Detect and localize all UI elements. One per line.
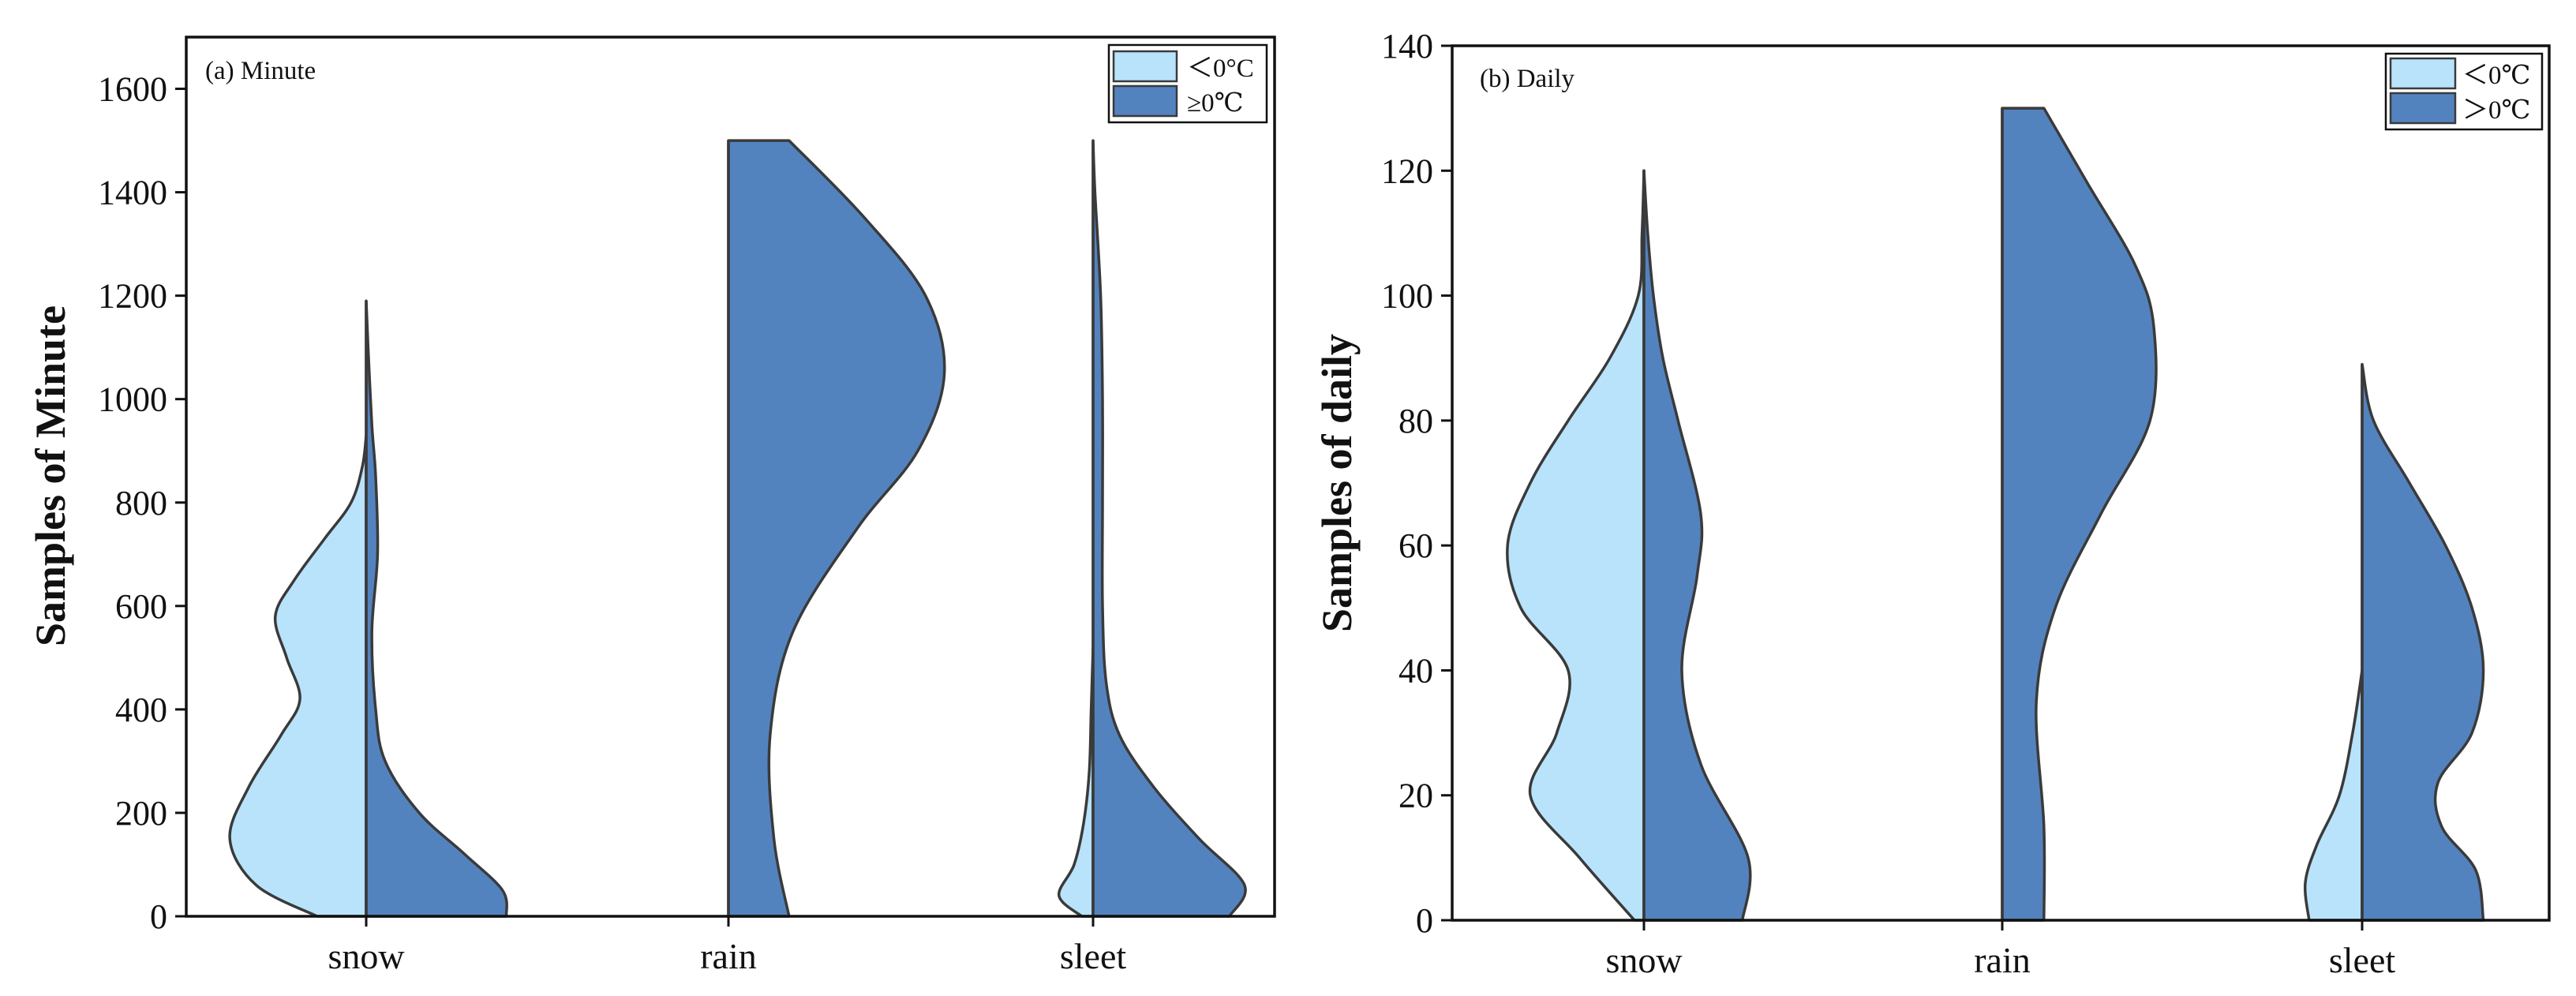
y-tick-label: 120 bbox=[1381, 152, 1433, 190]
violin-rain-above-zero-daily bbox=[2001, 107, 2158, 922]
x-tick-label-sleet: sleet bbox=[1060, 936, 1127, 976]
y-tick-label: 100 bbox=[1381, 277, 1433, 316]
panel-label-daily: (b) Daily bbox=[1480, 65, 1575, 93]
violin-sleet-above-zero-daily bbox=[2361, 362, 2485, 922]
y-tick-label: 200 bbox=[115, 794, 167, 833]
legend-swatch-above-zero-daily bbox=[2389, 92, 2457, 125]
violin-sleet-below-zero-minute bbox=[1058, 646, 1095, 918]
y-ticks-daily: 0 20 40 60 80 100 120 140 bbox=[1381, 27, 1452, 940]
x-tick-label-rain: rain bbox=[1974, 940, 2031, 980]
legend-label-below-zero-minute: ＜0°C bbox=[1187, 54, 1254, 83]
legend-swatch-below-zero-minute bbox=[1112, 50, 1178, 83]
violin-rain-above-zero-minute bbox=[727, 139, 946, 918]
violin-snow-below-zero-minute bbox=[228, 433, 368, 918]
violin-snow-above-zero-daily bbox=[1642, 169, 1752, 922]
y-tick-label: 400 bbox=[115, 691, 167, 729]
panel-minute: 0 200 400 600 800 1000 1200 1400 1600 snow rain sl… bbox=[27, 36, 1276, 976]
x-tick-label-snow: snow bbox=[328, 936, 405, 976]
legend-label-above-zero-daily: ＞0℃ bbox=[2462, 96, 2530, 125]
violin-snow-above-zero-minute bbox=[365, 299, 508, 918]
y-tick-label: 1000 bbox=[98, 380, 167, 419]
y-axis-title-daily: Samples of daily bbox=[1313, 334, 1361, 632]
violins-minute bbox=[228, 139, 1247, 918]
panel-daily: 0 20 40 60 80 100 120 140 snow rain sleet (b) Dai… bbox=[1313, 27, 2551, 980]
x-ticks-daily: snow rain sleet bbox=[1605, 920, 2395, 980]
panel-label-minute: (a) Minute bbox=[205, 57, 316, 85]
violin-sleet-above-zero-minute bbox=[1091, 139, 1247, 918]
violin-sleet-below-zero-daily bbox=[2303, 668, 2364, 922]
y-tick-label: 0 bbox=[150, 897, 167, 936]
x-tick-label-sleet: sleet bbox=[2329, 940, 2396, 980]
legend-minute: ＜0°C ≥0℃ bbox=[1107, 43, 1268, 124]
legend-label-above-zero-minute: ≥0℃ bbox=[1187, 89, 1244, 118]
plot-frame-daily bbox=[1451, 44, 2551, 922]
y-tick-label: 40 bbox=[1398, 651, 1433, 690]
violin-snow-below-zero-daily bbox=[1506, 169, 1646, 922]
y-tick-label: 20 bbox=[1398, 777, 1433, 815]
legend-swatch-below-zero-daily bbox=[2389, 57, 2457, 90]
y-tick-label: 800 bbox=[115, 484, 167, 522]
y-tick-label: 140 bbox=[1381, 27, 1433, 66]
legend-swatch-above-zero-minute bbox=[1112, 84, 1178, 118]
y-tick-label: 80 bbox=[1398, 402, 1433, 440]
y-tick-label: 1400 bbox=[98, 174, 167, 212]
y-ticks-minute: 0 200 400 600 800 1000 1200 1400 1600 bbox=[98, 70, 186, 936]
plot-frame-minute bbox=[185, 36, 1276, 918]
x-tick-label-rain: rain bbox=[700, 936, 757, 976]
x-tick-label-snow: snow bbox=[1605, 940, 1683, 980]
y-tick-label: 60 bbox=[1398, 526, 1433, 565]
x-ticks-minute: snow rain sleet bbox=[328, 916, 1126, 976]
y-tick-label: 1600 bbox=[98, 70, 167, 109]
y-tick-label: 0 bbox=[1416, 901, 1433, 940]
legend-label-below-zero-daily: ＜0℃ bbox=[2462, 62, 2530, 90]
y-tick-label: 1200 bbox=[98, 277, 167, 316]
violins-daily bbox=[1506, 107, 2485, 922]
legend-daily: ＜0℃ ＞0℃ bbox=[2384, 52, 2544, 131]
y-axis-title-minute: Samples of Minute bbox=[27, 305, 74, 646]
y-tick-label: 600 bbox=[115, 587, 167, 626]
